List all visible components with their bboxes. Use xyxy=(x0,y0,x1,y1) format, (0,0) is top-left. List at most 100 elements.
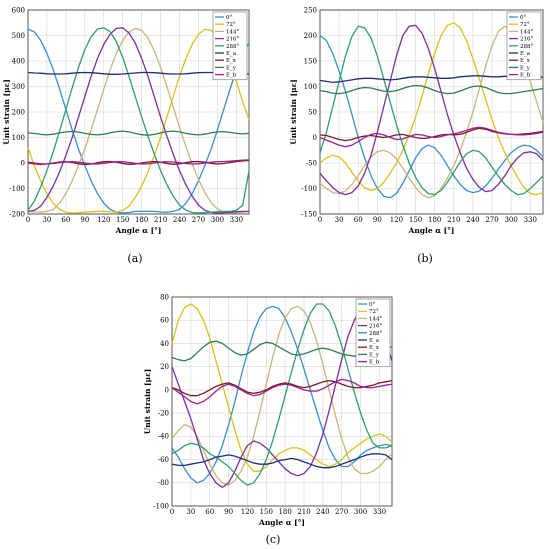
legend-label: E_y xyxy=(369,352,380,358)
legend-label: 288° xyxy=(369,331,382,337)
legend-label: E_a xyxy=(369,338,380,344)
series-line-1 xyxy=(171,305,393,484)
series-line-6 xyxy=(171,453,393,469)
y-tick-label: 300 xyxy=(12,83,25,91)
x-tick-label: 30 xyxy=(186,508,195,516)
legend-label: E_x xyxy=(226,58,237,64)
series-line-8 xyxy=(27,130,250,136)
x-tick-label: 240 xyxy=(173,216,186,224)
x-tick-label: 60 xyxy=(61,216,70,224)
y-tick-label: -40 xyxy=(158,433,169,441)
x-tick-label: 330 xyxy=(373,508,386,516)
chart-panel-3: 0 30 60 90 120 150 180 210 240 270 300 330 -100 -80 -6… xyxy=(143,293,393,546)
x-tick-label: 270 xyxy=(485,216,498,224)
legend-label: E_a xyxy=(226,51,237,57)
legend-label: 216° xyxy=(520,37,533,43)
y-axis-label: Unit strain [με] xyxy=(2,79,11,144)
x-tick-label: 90 xyxy=(80,216,89,224)
panel-label: (c) xyxy=(266,533,281,546)
y-tick-label: -200 xyxy=(9,210,25,218)
y-tick-label: 200 xyxy=(304,32,317,40)
y-tick-label: 200 xyxy=(12,108,25,116)
plot-frame xyxy=(171,296,393,507)
y-tick-label: 100 xyxy=(12,134,25,142)
series-line-3 xyxy=(319,25,544,199)
series-line-9 xyxy=(27,159,250,165)
y-tick-label: 0 xyxy=(313,134,317,142)
legend-label: 288° xyxy=(226,44,239,50)
x-tick-label: 120 xyxy=(97,216,110,224)
legend-label: 144° xyxy=(520,29,533,35)
y-axis-label: Unit strain [με] xyxy=(143,369,152,434)
series-line-4 xyxy=(319,24,544,196)
series-line-1 xyxy=(27,28,250,214)
legend-label: 144° xyxy=(369,316,382,322)
series-line-2 xyxy=(27,28,250,214)
series-line-3 xyxy=(27,27,250,214)
legend-label: 288° xyxy=(520,44,533,50)
x-tick-label: 180 xyxy=(428,216,441,224)
y-tick-label: -50 xyxy=(306,159,317,167)
series-line-7 xyxy=(171,379,393,397)
legend-label: E_y xyxy=(226,65,237,71)
y-tick-label: 20 xyxy=(160,363,169,371)
x-tick-label: 210 xyxy=(447,216,460,224)
series-line-8 xyxy=(319,84,544,95)
x-tick-label: 120 xyxy=(390,216,403,224)
y-tick-label: 50 xyxy=(308,108,317,116)
legend-label: 0° xyxy=(520,15,526,21)
y-tick-label: -100 xyxy=(9,185,25,193)
series-line-1 xyxy=(319,34,544,199)
legend-label: E_y xyxy=(520,65,531,71)
x-tick-label: 0 xyxy=(170,508,174,516)
series-line-5 xyxy=(27,27,250,214)
y-tick-label: 250 xyxy=(304,6,317,14)
y-tick-label: 150 xyxy=(304,57,317,65)
x-tick-label: 240 xyxy=(466,216,479,224)
x-tick-label: 30 xyxy=(335,216,344,224)
panel-label: (b) xyxy=(417,252,433,265)
series-line-6 xyxy=(319,74,544,84)
x-tick-label: 330 xyxy=(230,216,243,224)
x-tick-label: 180 xyxy=(278,508,291,516)
series-line-3 xyxy=(171,305,393,486)
series-line-5 xyxy=(319,25,544,196)
series-line-2 xyxy=(319,22,544,196)
legend-label: 0° xyxy=(226,15,232,21)
y-tick-label: 400 xyxy=(12,57,25,65)
y-tick-label: -100 xyxy=(153,502,169,510)
x-tick-label: 300 xyxy=(211,216,224,224)
y-tick-label: 0 xyxy=(165,386,169,394)
legend-label: E_x xyxy=(369,345,380,351)
x-tick-label: 240 xyxy=(316,508,329,516)
plot-frame xyxy=(27,9,250,215)
plot-frame xyxy=(319,9,544,215)
y-tick-label: 40 xyxy=(160,340,169,348)
x-axis-label: Angle α [°] xyxy=(258,518,305,527)
legend-label: 72° xyxy=(520,22,530,28)
y-tick-label: 500 xyxy=(12,32,25,40)
x-tick-label: 210 xyxy=(297,508,310,516)
legend-label: 72° xyxy=(226,22,236,28)
y-tick-label: -80 xyxy=(158,479,169,487)
x-tick-label: 300 xyxy=(504,216,517,224)
x-tick-label: 60 xyxy=(205,508,214,516)
x-tick-label: 180 xyxy=(135,216,148,224)
x-axis-label: Angle α [°] xyxy=(408,226,455,235)
legend-label: E_b xyxy=(369,360,380,366)
legend-label: 0° xyxy=(369,302,375,308)
x-tick-label: 270 xyxy=(335,508,348,516)
panel-label: (a) xyxy=(127,252,142,265)
x-tick-label: 60 xyxy=(354,216,363,224)
series-line-6 xyxy=(27,71,250,75)
x-tick-label: 90 xyxy=(373,216,382,224)
chart-panel-1: 0 30 60 90 120 150 180 210 240 270 300 330 -200 -100 0… xyxy=(2,6,250,265)
series-line-8 xyxy=(171,340,393,362)
legend-label: E_x xyxy=(520,58,531,64)
legend-label: 216° xyxy=(369,324,382,330)
y-tick-label: 80 xyxy=(160,293,169,301)
y-tick-label: -60 xyxy=(158,456,169,464)
series-line-2 xyxy=(171,303,393,472)
legend-label: E_b xyxy=(520,73,531,79)
